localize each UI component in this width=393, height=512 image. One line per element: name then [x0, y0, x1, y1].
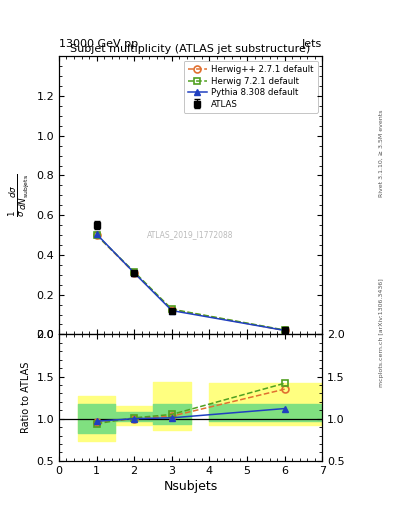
Text: Jets: Jets: [302, 38, 322, 49]
Text: mcplots.cern.ch [arXiv:1306.3436]: mcplots.cern.ch [arXiv:1306.3436]: [379, 279, 384, 387]
X-axis label: Nsubjets: Nsubjets: [163, 480, 218, 493]
Text: ATLAS_2019_I1772088: ATLAS_2019_I1772088: [147, 230, 234, 239]
Herwig 7.2.1 default: [282, 327, 287, 333]
Herwig 7.2.1 default: [169, 306, 174, 312]
Herwig++ 2.7.1 default: [169, 307, 174, 313]
Line: Pythia 8.308 default: Pythia 8.308 default: [93, 230, 288, 334]
Line: Herwig 7.2.1 default: Herwig 7.2.1 default: [93, 231, 288, 333]
Line: Herwig++ 2.7.1 default: Herwig++ 2.7.1 default: [93, 231, 288, 334]
Text: 13000 GeV pp: 13000 GeV pp: [59, 38, 138, 49]
Pythia 8.308 default: [94, 231, 99, 237]
Legend: Herwig++ 2.7.1 default, Herwig 7.2.1 default, Pythia 8.308 default, ATLAS: Herwig++ 2.7.1 default, Herwig 7.2.1 def…: [184, 60, 318, 113]
Pythia 8.308 default: [282, 327, 287, 333]
Herwig 7.2.1 default: [94, 232, 99, 238]
Herwig++ 2.7.1 default: [282, 327, 287, 333]
Pythia 8.308 default: [132, 270, 136, 276]
Herwig++ 2.7.1 default: [94, 232, 99, 238]
Y-axis label: Ratio to ATLAS: Ratio to ATLAS: [21, 362, 31, 433]
Pythia 8.308 default: [169, 308, 174, 314]
Title: Subjet multiplicity (ATLAS jet substructure): Subjet multiplicity (ATLAS jet substruct…: [70, 44, 311, 54]
Text: Rivet 3.1.10, ≥ 3.5M events: Rivet 3.1.10, ≥ 3.5M events: [379, 110, 384, 197]
Herwig++ 2.7.1 default: [132, 270, 136, 276]
Herwig 7.2.1 default: [132, 269, 136, 275]
Y-axis label: $\frac{1}{\sigma}\frac{d\sigma}{dN_{\mathrm{subjets}}}$: $\frac{1}{\sigma}\frac{d\sigma}{dN_{\mat…: [7, 174, 31, 217]
